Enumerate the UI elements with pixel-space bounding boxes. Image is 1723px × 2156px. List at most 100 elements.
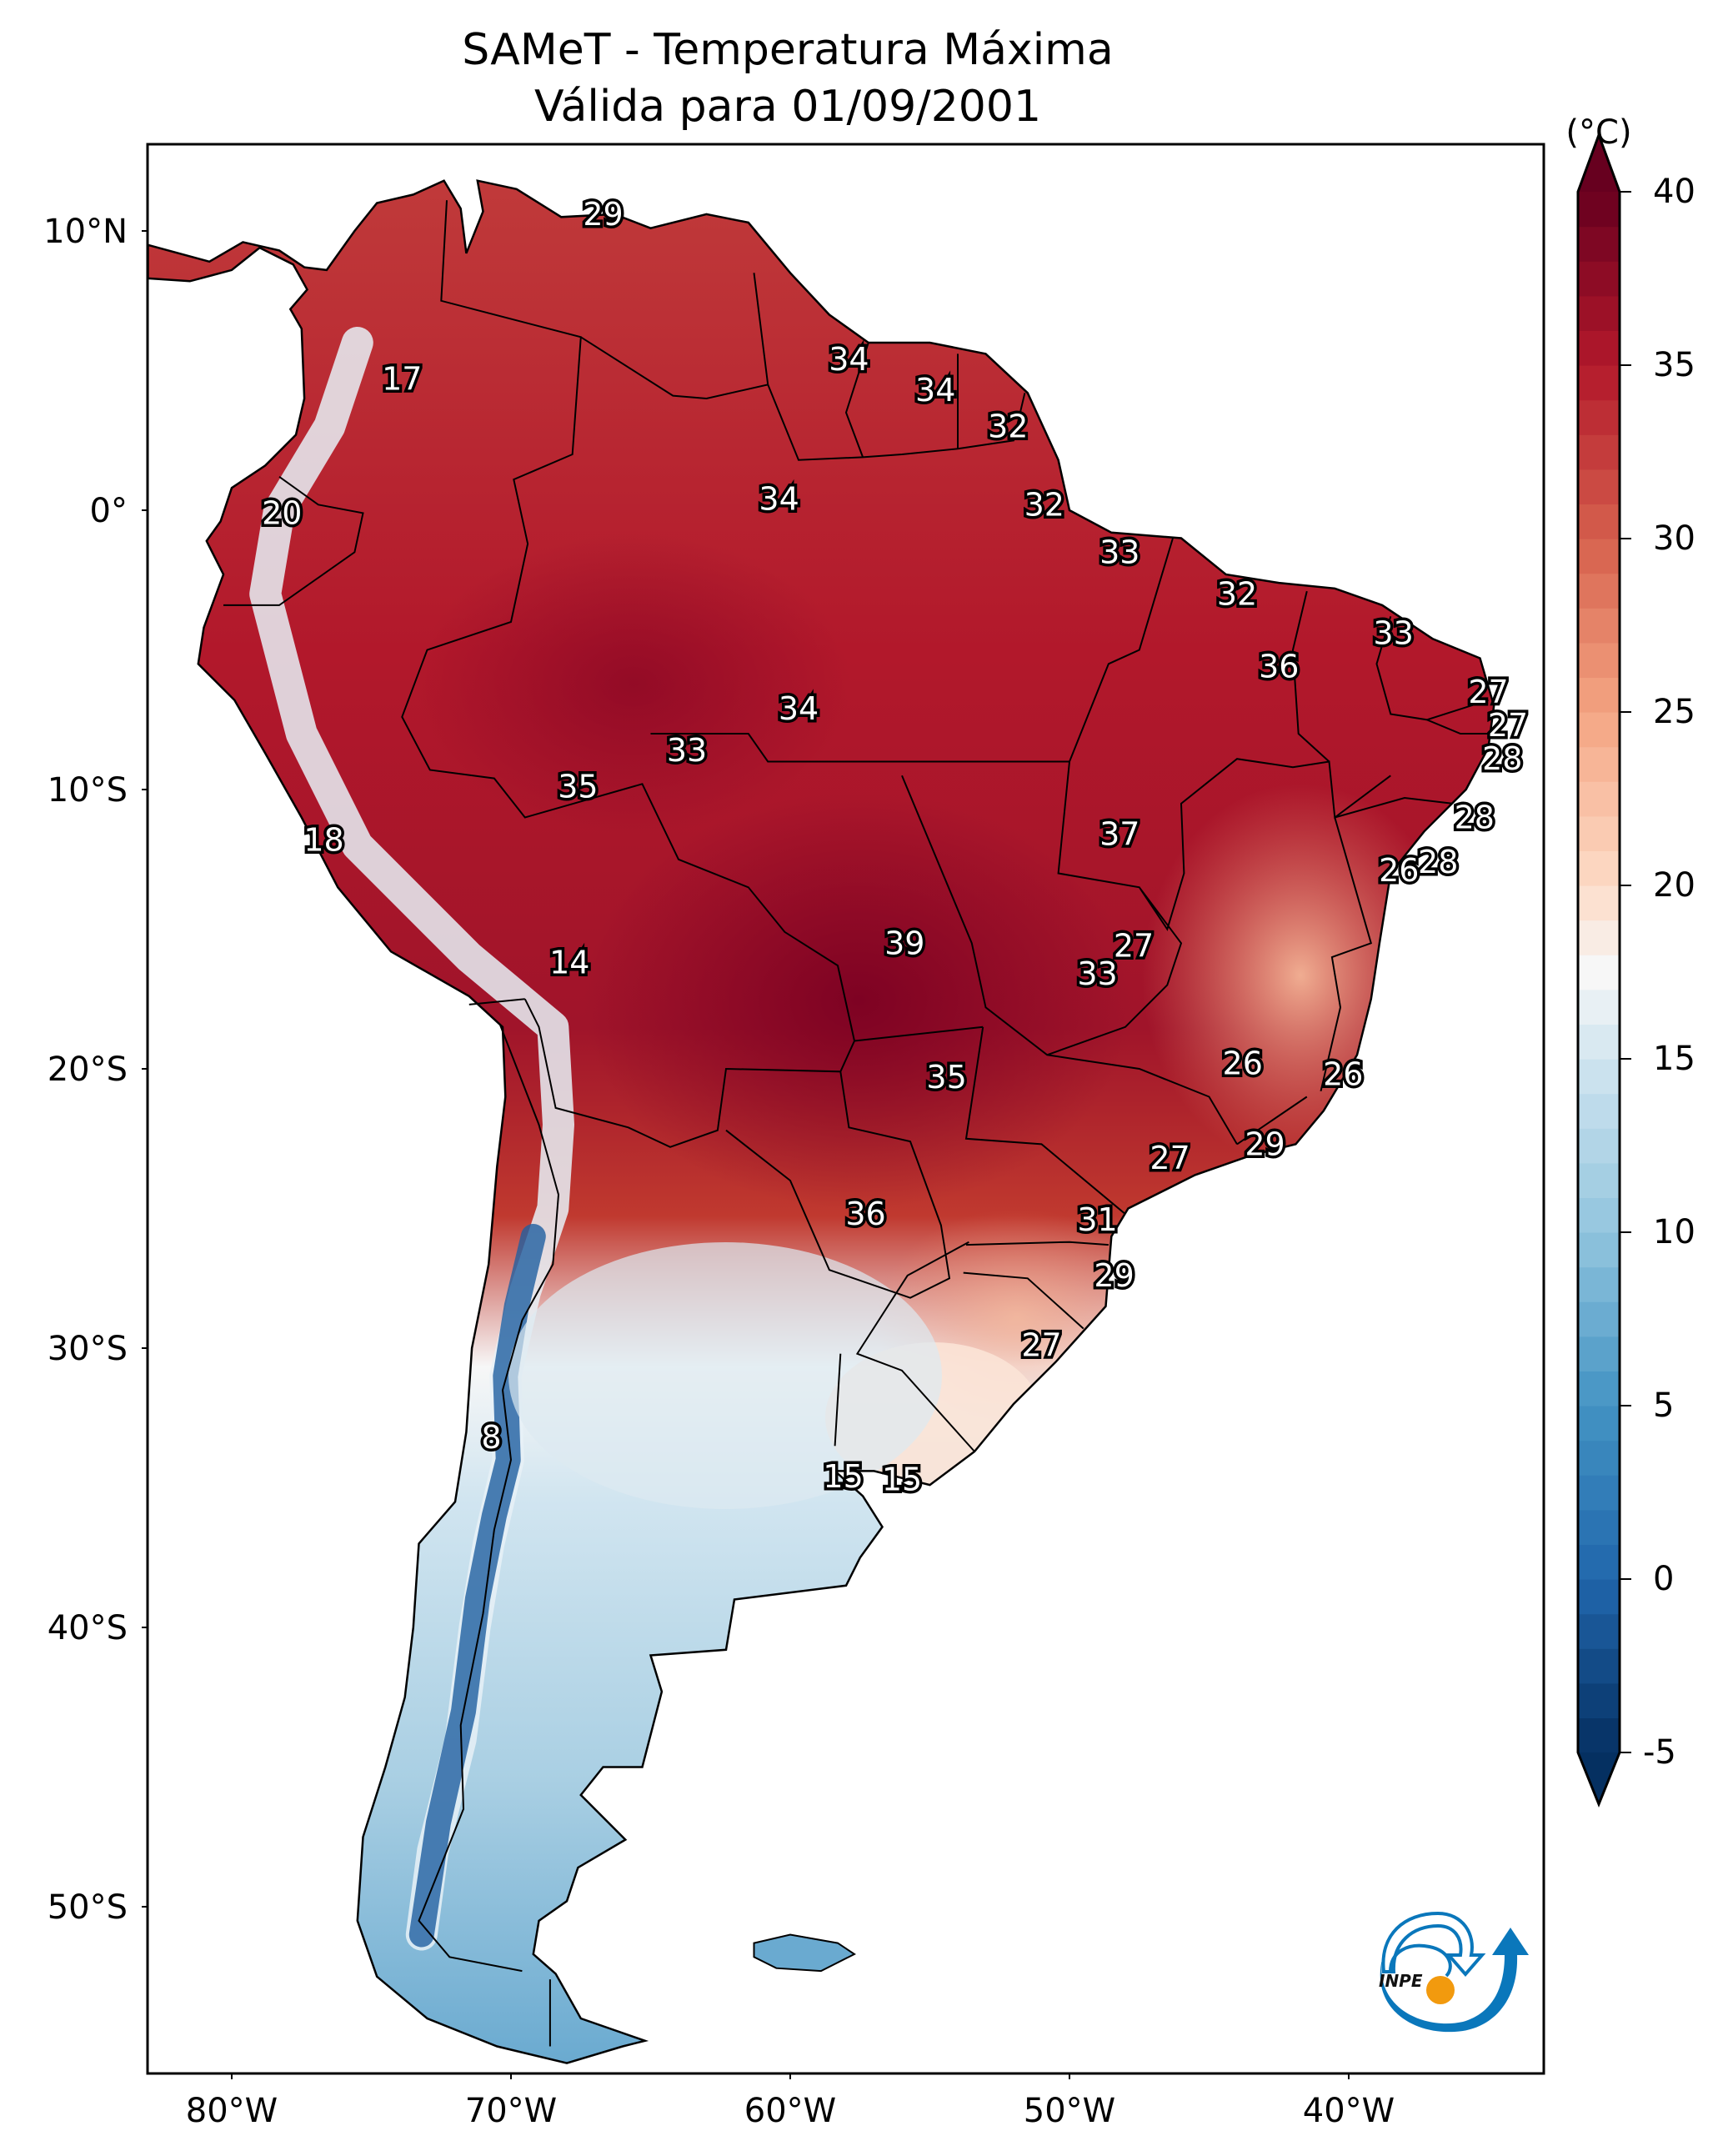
temperature-value-label: 28: [1482, 740, 1522, 777]
temperature-value-label: 8: [481, 1419, 501, 1456]
temperature-value-label: 28: [1455, 800, 1495, 836]
colorbar-band: [1578, 955, 1620, 990]
colorbar-band: [1578, 295, 1620, 331]
temperature-value-label: 31: [1077, 1201, 1117, 1238]
colorbar-band: [1578, 746, 1620, 782]
temperature-value-label: 34: [779, 690, 819, 727]
temperature-value-label: 33: [1373, 614, 1413, 651]
colorbar-tick-label: 0: [1653, 1560, 1674, 1598]
colorbar-tick-label: 10: [1653, 1213, 1695, 1251]
land-temperature-field: [148, 179, 1495, 2064]
logo-text: INPE: [1379, 1971, 1423, 1991]
temperature-value-label: 36: [845, 1196, 885, 1232]
colorbar-band: [1578, 1162, 1620, 1198]
chart-title: SAMeT - Temperatura Máxima: [462, 25, 1114, 75]
colorbar-tick-label: 20: [1653, 866, 1695, 905]
temperature-value-label: 29: [1094, 1257, 1134, 1294]
colorbar-band: [1578, 1717, 1620, 1753]
colorbar-band: [1578, 642, 1620, 678]
argentina-mild: [508, 1242, 942, 1509]
colorbar-band: [1578, 712, 1620, 748]
colorbar-tick-label: 5: [1653, 1386, 1674, 1425]
colorbar-band: [1578, 1544, 1620, 1580]
colorbar-band: [1578, 261, 1620, 297]
colorbar-band: [1578, 1059, 1620, 1095]
temperature-value-label: 29: [583, 196, 623, 233]
temperature-value-label: 15: [882, 1462, 922, 1498]
colorbar-band: [1578, 1093, 1620, 1129]
colorbar-band: [1578, 539, 1620, 574]
colorbar-band: [1578, 1301, 1620, 1337]
colorbar-band: [1578, 192, 1620, 228]
colorbar-extend-max: [1578, 135, 1620, 192]
temperature-value-label: 15: [823, 1458, 863, 1495]
colorbar-band: [1578, 1266, 1620, 1302]
colorbar-band: [1578, 1613, 1620, 1649]
country-state-borders: [223, 200, 1495, 2047]
logo-inner-loop-icon: [1389, 1943, 1452, 1978]
temperature-value-label: 26: [1223, 1045, 1263, 1081]
temperature-value-label: 39: [884, 925, 924, 961]
colorbar-band: [1578, 1579, 1620, 1615]
colorbar-band: [1578, 1024, 1620, 1060]
falkland-islands: [753, 1933, 856, 1973]
colorbar-band: [1578, 1232, 1620, 1268]
temperature-value-label: 33: [667, 732, 707, 769]
colorbar-band: [1578, 330, 1620, 366]
colorbar-band: [1578, 1128, 1620, 1164]
temperature-value-label: 34: [829, 341, 869, 378]
temperature-value-label: 17: [382, 361, 422, 398]
colorbar-tick-label: 35: [1653, 346, 1695, 384]
y-tick-label: 40°S: [48, 1609, 128, 1647]
y-tick-label: 10°N: [43, 213, 128, 251]
temperature-value-label: 35: [558, 769, 598, 805]
logo-sun-icon: [1426, 1976, 1455, 2004]
temperature-value-label: 35: [926, 1059, 966, 1096]
colorbar-band: [1578, 1648, 1620, 1684]
colorbar-extend-min: [1578, 1752, 1620, 1804]
colorbar-band: [1578, 989, 1620, 1025]
colorbar-tick-label: 15: [1653, 1040, 1695, 1078]
hot-core-center: [584, 792, 1134, 1209]
colorbar-band: [1578, 434, 1620, 470]
logo-swoosh-icon: [1380, 1928, 1529, 2033]
temperature-value-label: 36: [1259, 649, 1299, 685]
colorbar-band: [1578, 1336, 1620, 1371]
colorbar-band: [1578, 504, 1620, 539]
temperature-value-label: 32: [988, 409, 1028, 445]
temperature-value-label: 33: [1099, 534, 1139, 570]
colorbar-band: [1578, 1440, 1620, 1476]
colorbar-band: [1578, 573, 1620, 609]
colorbar: (°C) -5 0 5 10 15 20 25 30 35 40: [1565, 113, 1695, 1808]
temperature-value-label: 20: [262, 494, 302, 531]
temperature-value-label: 34: [759, 481, 799, 518]
logo-loop-icon: [1381, 1911, 1486, 1978]
y-tick-label: 0°: [90, 492, 128, 530]
coastline: [148, 179, 1495, 2064]
colorbar-band: [1578, 399, 1620, 435]
cooler-east-highlands: [1142, 784, 1459, 1167]
colorbar-band: [1578, 1475, 1620, 1511]
colorbar-band: [1578, 608, 1620, 644]
temperature-value-label: 27: [1021, 1327, 1061, 1364]
temperature-value-label: 26: [1379, 852, 1419, 889]
colorbar-band: [1578, 1371, 1620, 1406]
colorbar-band: [1578, 920, 1620, 955]
colorbar-band: [1578, 469, 1620, 504]
x-tick-label: 60°W: [744, 2092, 836, 2130]
temperature-value-label: 27: [1488, 707, 1528, 744]
colorbar-tick-label: -5: [1643, 1733, 1676, 1772]
temperature-value-label: 27: [1468, 674, 1508, 710]
y-tick-label: 30°S: [48, 1330, 128, 1368]
y-tick-label: 50°S: [48, 1888, 128, 1927]
chart-subtitle: Válida para 01/09/2001: [533, 82, 1042, 132]
colorbar-band: [1578, 1197, 1620, 1233]
colorbar-band: [1578, 815, 1620, 851]
x-tick-label: 50°W: [1024, 2092, 1115, 2130]
x-tick-label: 80°W: [186, 2092, 278, 2130]
andes-cold-core: [408, 1224, 546, 1948]
temperature-value-label: 34: [915, 372, 955, 409]
map-frame: [146, 143, 1545, 2075]
colorbar-band: [1578, 365, 1620, 401]
